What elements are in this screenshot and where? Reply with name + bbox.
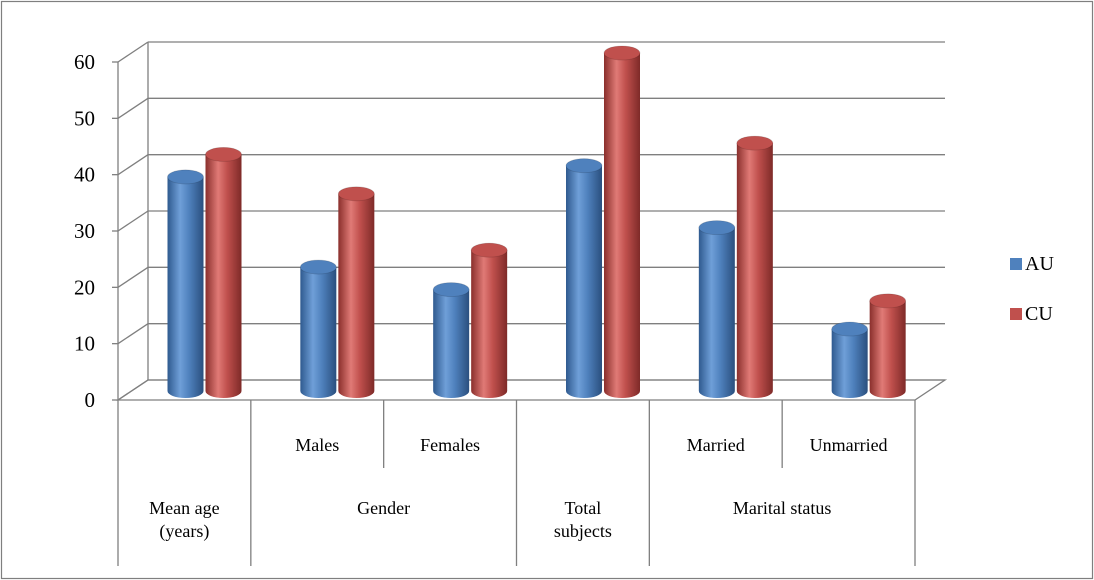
bar-au-4 — [698, 220, 736, 399]
bar-au-3 — [565, 158, 603, 398]
category-label: Mean age (years) — [149, 498, 219, 542]
side-gridline — [117, 266, 149, 288]
bar-cu-1 — [337, 186, 375, 399]
category-label: Males — [295, 435, 339, 455]
bar-au-5 — [831, 321, 869, 399]
side-gridline — [117, 323, 149, 345]
y-tick-label: 0 — [85, 388, 96, 412]
group-label: Gender — [357, 498, 410, 518]
side-gridline — [117, 154, 149, 176]
bar-au-2 — [432, 282, 470, 399]
bar-au-0 — [167, 169, 204, 399]
category-label: Married — [687, 435, 745, 455]
bar-au-1 — [299, 259, 337, 399]
legend-label: CU — [1025, 303, 1053, 325]
legend-swatch — [1010, 258, 1022, 270]
bar-cu-5 — [869, 293, 907, 399]
bar-cu-2 — [470, 242, 508, 399]
category-label: Females — [420, 435, 480, 455]
category-label: Total subjects — [554, 498, 612, 541]
legend-item-cu: CU — [1010, 303, 1053, 325]
bar-cu-4 — [736, 135, 774, 399]
side-gridline — [117, 210, 149, 232]
y-tick-label: 50 — [74, 106, 95, 130]
legend-swatch — [1010, 308, 1022, 320]
y-tick-label: 20 — [74, 275, 95, 299]
bar-cu-0 — [205, 146, 242, 399]
side-gridline — [117, 41, 149, 63]
y-tick-label: 10 — [74, 332, 95, 356]
legend-item-au: AU — [1010, 253, 1054, 275]
category-label: Unmarried — [810, 435, 888, 455]
bar-cu-3 — [603, 45, 641, 398]
y-tick-label: 60 — [74, 50, 95, 74]
side-gridline — [117, 97, 149, 119]
y-tick-label: 30 — [74, 219, 95, 243]
legend-label: AU — [1025, 253, 1054, 275]
y-tick-label: 40 — [74, 163, 95, 187]
group-label: Marital status — [733, 498, 831, 518]
